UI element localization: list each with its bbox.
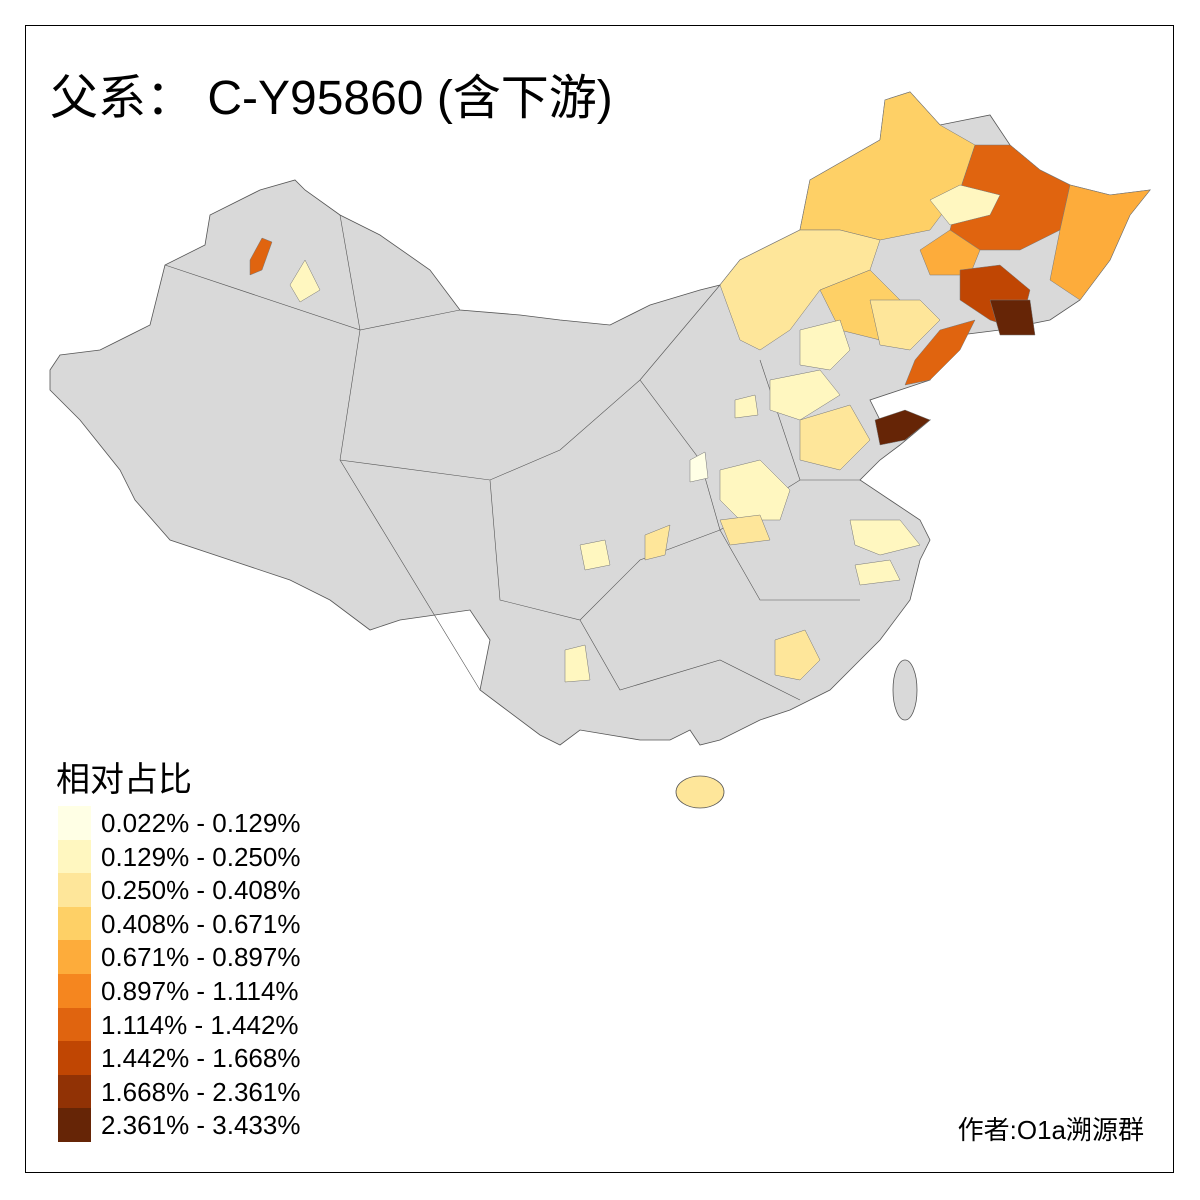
legend-item: 1.442% - 1.668% [58,1041,358,1075]
legend-label: 0.022% - 0.129% [101,808,301,838]
legend-item: 1.114% - 1.442% [58,1007,358,1042]
map-region [799,319,851,371]
map-region [579,539,611,571]
legend-title: 相对占比 [56,761,192,799]
legend-label: 1.442% - 1.668% [101,1043,301,1074]
map-region [854,559,901,586]
legend-label: 1.114% - 1.442% [101,1009,299,1040]
legend-item: 1.668% - 2.361% [58,1074,358,1109]
map-region [849,519,921,556]
map-region [799,404,871,471]
legend-item: 0.408% - 0.671% [58,906,358,941]
map-region [904,319,976,386]
map-region [689,451,709,483]
map-region [989,299,1036,336]
legend-item: 0.671% - 0.897% [58,940,358,974]
hainan-region [675,775,725,809]
map-region [289,259,321,303]
legend-swatch [58,839,91,874]
legend-label: 0.897% - 1.114% [101,976,299,1006]
taiwan-region [892,659,918,721]
legend-label: 0.671% - 0.897% [101,942,301,973]
legend-label: 0.408% - 0.671% [101,908,301,939]
map-region [919,229,981,276]
legend-swatch [58,806,91,840]
author-credit: 作者:O1a溯源群 [957,1115,1144,1145]
map-region [644,524,671,561]
legend-item: 0.250% - 0.408% [58,873,358,907]
map-region [774,629,821,681]
legend-item: 0.897% - 1.114% [58,974,358,1008]
province-borders [164,264,860,701]
legend-label: 1.668% - 2.361% [101,1076,301,1107]
map-region [869,299,941,351]
map-region [769,369,841,421]
legend-swatch [58,873,91,907]
legend-item: 0.129% - 0.250% [58,839,358,874]
legend-item: 2.361% - 3.433% [58,1108,358,1142]
map-region [564,644,591,683]
map-region [719,514,771,546]
map-region [929,184,1001,226]
map-region [874,409,931,446]
legend-swatch [58,1007,91,1042]
legend-swatch [58,1108,91,1142]
legend-item: 0.022% - 0.129% [58,806,358,840]
colored-regions [249,91,1151,683]
map-region [249,237,273,276]
legend-label: 2.361% - 3.433% [101,1110,301,1141]
map-region [719,459,791,521]
map-region [734,394,759,419]
legend-swatch [58,906,91,941]
map-title: 父系： C-Y95860 (含下游) [50,72,613,125]
legend-swatch [58,974,91,1008]
legend-swatch [58,1041,91,1075]
legend-label: 0.250% - 0.408% [101,875,301,906]
legend-swatch [58,1074,91,1109]
legend-label: 0.129% - 0.250% [101,841,301,872]
legend-swatch [58,940,91,974]
map-region [1049,184,1151,301]
map-frame [25,25,1174,1173]
